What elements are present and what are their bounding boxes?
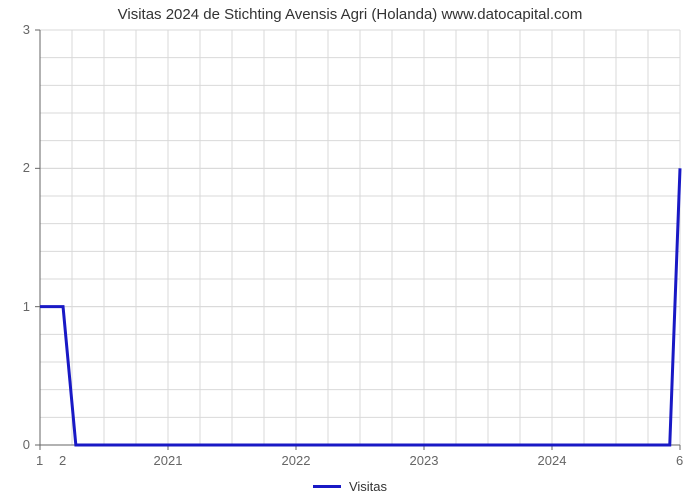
- chart-container: Visitas 2024 de Stichting Avensis Agri (…: [0, 0, 700, 500]
- x-tick-label: 2024: [538, 453, 567, 468]
- legend-label: Visitas: [349, 479, 387, 494]
- x-corner-label: 1: [36, 453, 43, 468]
- y-tick-label: 0: [0, 437, 30, 452]
- x-corner-label: 6: [676, 453, 683, 468]
- x-corner-label: 2: [59, 453, 66, 468]
- x-tick-label: 2022: [282, 453, 311, 468]
- x-tick-label: 2021: [154, 453, 183, 468]
- y-tick-label: 2: [0, 160, 30, 175]
- y-tick-label: 1: [0, 299, 30, 314]
- chart-svg: [0, 0, 700, 500]
- x-tick-label: 2023: [410, 453, 439, 468]
- y-tick-label: 3: [0, 22, 30, 37]
- legend: Visitas: [0, 479, 700, 494]
- legend-swatch: [313, 485, 341, 488]
